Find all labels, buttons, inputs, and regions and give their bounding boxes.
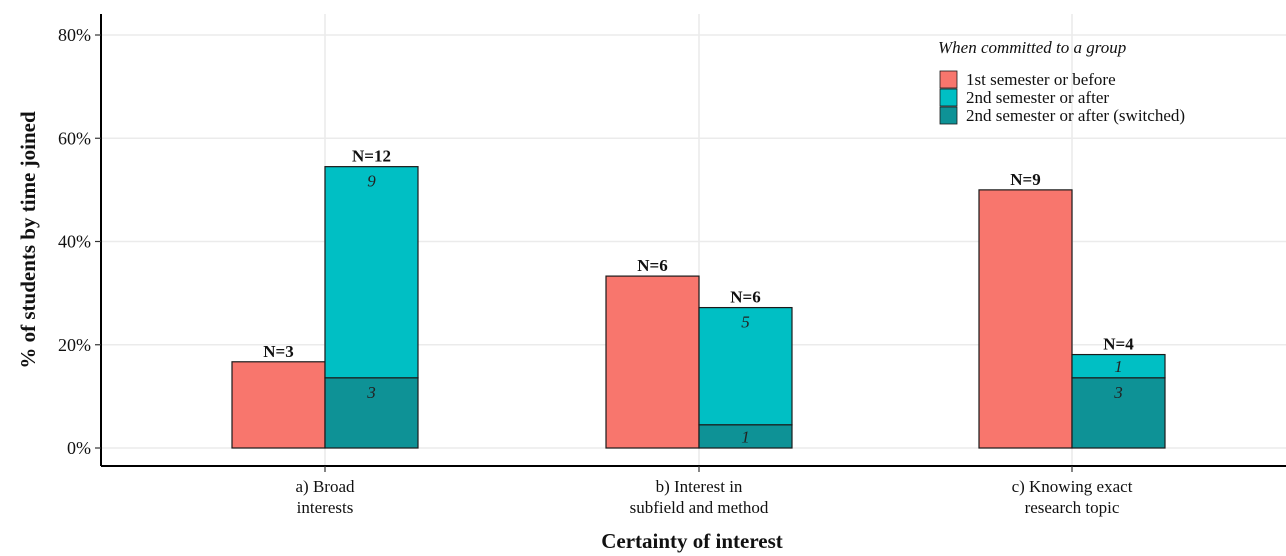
x-tick-label: a) Broad interests [295, 477, 355, 517]
legend-label: 2nd semester or after (switched) [966, 106, 1185, 125]
bar-n-label: N=3 [263, 342, 293, 361]
segment-count-label: 1 [1114, 357, 1123, 376]
segment-count-label: 1 [741, 427, 750, 446]
legend-swatch [939, 70, 958, 89]
segment-count-label: 3 [1113, 383, 1123, 402]
x-axis-title: Certainty of interest [601, 529, 783, 553]
bar-segment [698, 306, 793, 426]
legend-swatch [939, 106, 958, 125]
x-tick-label: c) Knowing exact research topic [1012, 477, 1133, 517]
segment-count-label: 9 [367, 172, 376, 191]
legend-swatch [939, 88, 958, 107]
bars: N=3 3 9 N=12 N=6 1 5 N=6 N=9 3 1 N=4 [231, 147, 1166, 449]
legend: When committed to a group 1st semester o… [938, 38, 1185, 125]
legend-label: 2nd semester or after [966, 88, 1109, 107]
bar-segment [605, 275, 700, 449]
bar-segment [231, 361, 326, 449]
legend-label: 1st semester or before [966, 70, 1116, 89]
bar-n-label: N=12 [352, 147, 391, 166]
x-axis-ticks: a) Broad interests b) Interest in subfield … [295, 466, 1133, 517]
segment-count-label: 3 [366, 383, 376, 402]
bar-segment [978, 189, 1073, 449]
y-axis-title: % of students by time joined [16, 111, 40, 369]
y-axis-ticks: 0% 20% 40% 60% 80% [58, 25, 101, 458]
bar-n-label: N=4 [1103, 335, 1134, 354]
legend-title: When committed to a group [938, 38, 1126, 57]
y-tick-label: 60% [58, 128, 91, 148]
bar-segment [324, 377, 419, 449]
x-tick-label: b) Interest in subfield and method [630, 477, 769, 517]
y-tick-label: 0% [67, 438, 91, 458]
bar-n-label: N=6 [730, 288, 760, 307]
bar-n-label: N=6 [637, 256, 667, 275]
bar-segment [1071, 353, 1166, 379]
y-tick-label: 40% [58, 232, 91, 252]
bar-n-label: N=9 [1010, 170, 1040, 189]
bar-segment [324, 166, 419, 379]
y-tick-label: 20% [58, 335, 91, 355]
y-tick-label: 80% [58, 25, 91, 45]
axes [100, 14, 1286, 467]
segment-count-label: 5 [741, 313, 750, 332]
